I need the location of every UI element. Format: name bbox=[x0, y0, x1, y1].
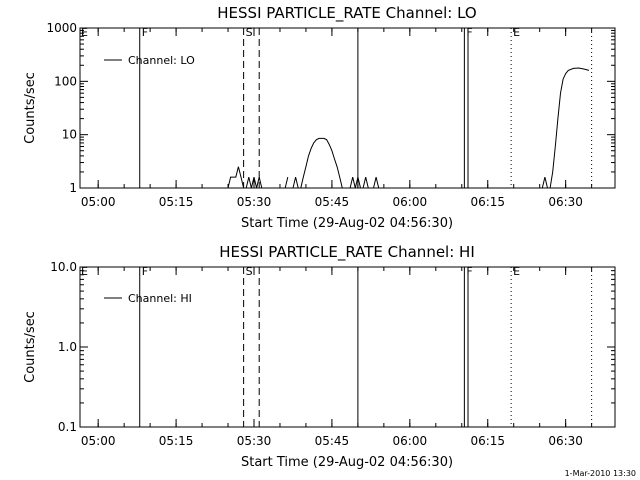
y-tick-label: 10.0 bbox=[50, 260, 77, 274]
axis-ticks-hi: 05:00 05:15 05:30 05:45 06:00 06:15 06:30 0.1 1.… bbox=[50, 260, 615, 448]
x-tick-label: 05:00 bbox=[81, 195, 116, 209]
event-label: E bbox=[513, 26, 520, 39]
x-tick-label: 06:15 bbox=[470, 195, 505, 209]
series-line bbox=[284, 176, 289, 189]
chart-title-hi: HESSI PARTICLE_RATE Channel: HI bbox=[219, 243, 475, 262]
x-tick-label: 05:45 bbox=[315, 434, 350, 448]
x-tick-label: 06:30 bbox=[548, 434, 583, 448]
series-line bbox=[227, 166, 245, 189]
x-axis-label-lo: Start Time (29-Aug-02 04:56:30) bbox=[241, 216, 453, 231]
x-tick-label: 05:00 bbox=[81, 434, 116, 448]
x-tick-label: 05:30 bbox=[237, 195, 272, 209]
x-tick-label: 05:45 bbox=[315, 195, 350, 209]
y-tick-label: 1 bbox=[69, 181, 77, 195]
y-tick-label: 100 bbox=[54, 74, 77, 88]
series-line bbox=[549, 67, 590, 189]
y-tick-label: 0.1 bbox=[58, 420, 77, 434]
corner-label-lo: E bbox=[81, 26, 88, 39]
x-tick-label: 06:00 bbox=[393, 434, 428, 448]
x-tick-label: 06:15 bbox=[470, 434, 505, 448]
series-line bbox=[541, 176, 548, 189]
y-tick-label: 10 bbox=[62, 128, 77, 142]
y-tick-label: 1.0 bbox=[58, 340, 77, 354]
footer-timestamp: 1-Mar-2010 13:30 bbox=[565, 469, 636, 478]
x-tick-label: 06:30 bbox=[548, 195, 583, 209]
panel-lo: HESSI PARTICLE_RATE Channel: LO 05:00 05:… bbox=[23, 4, 616, 231]
series-line bbox=[373, 176, 380, 189]
series-line bbox=[245, 176, 263, 189]
y-axis-label-lo: Counts/sec bbox=[23, 72, 38, 144]
x-tick-label: 05:30 bbox=[237, 434, 272, 448]
y-tick-label: 1000 bbox=[46, 21, 77, 35]
event-label: E bbox=[513, 265, 520, 278]
data-lines-lo bbox=[227, 67, 590, 189]
legend-label-lo: Channel: LO bbox=[128, 54, 195, 67]
x-tick-label: 05:15 bbox=[159, 195, 194, 209]
event-label: F bbox=[466, 265, 472, 278]
x-axis-label-hi: Start Time (29-Aug-02 04:56:30) bbox=[241, 455, 453, 470]
plot-frame-hi bbox=[79, 266, 616, 428]
series-line bbox=[349, 176, 361, 189]
legend-label-hi: Channel: HI bbox=[128, 292, 192, 305]
event-label: S bbox=[246, 26, 253, 39]
axis-ticks-lo: 05:00 05:15 05:30 05:45 06:00 06:15 06:30 1 10 10… bbox=[46, 21, 615, 209]
event-label: F bbox=[142, 26, 148, 39]
chart-title-lo: HESSI PARTICLE_RATE Channel: LO bbox=[217, 4, 476, 23]
series-line bbox=[362, 176, 369, 189]
series-line bbox=[300, 137, 343, 189]
corner-label-hi: E bbox=[81, 265, 88, 278]
x-tick-label: 05:15 bbox=[159, 434, 194, 448]
event-label: S bbox=[246, 265, 253, 278]
x-tick-label: 06:00 bbox=[393, 195, 428, 209]
series-line bbox=[292, 176, 299, 189]
event-label: F bbox=[142, 265, 148, 278]
panel-hi: HESSI PARTICLE_RATE Channel: HI 05:00 05:… bbox=[23, 243, 616, 470]
y-axis-label-hi: Counts/sec bbox=[23, 311, 38, 383]
plot-frame-lo bbox=[79, 27, 616, 189]
event-label: F bbox=[466, 26, 472, 39]
